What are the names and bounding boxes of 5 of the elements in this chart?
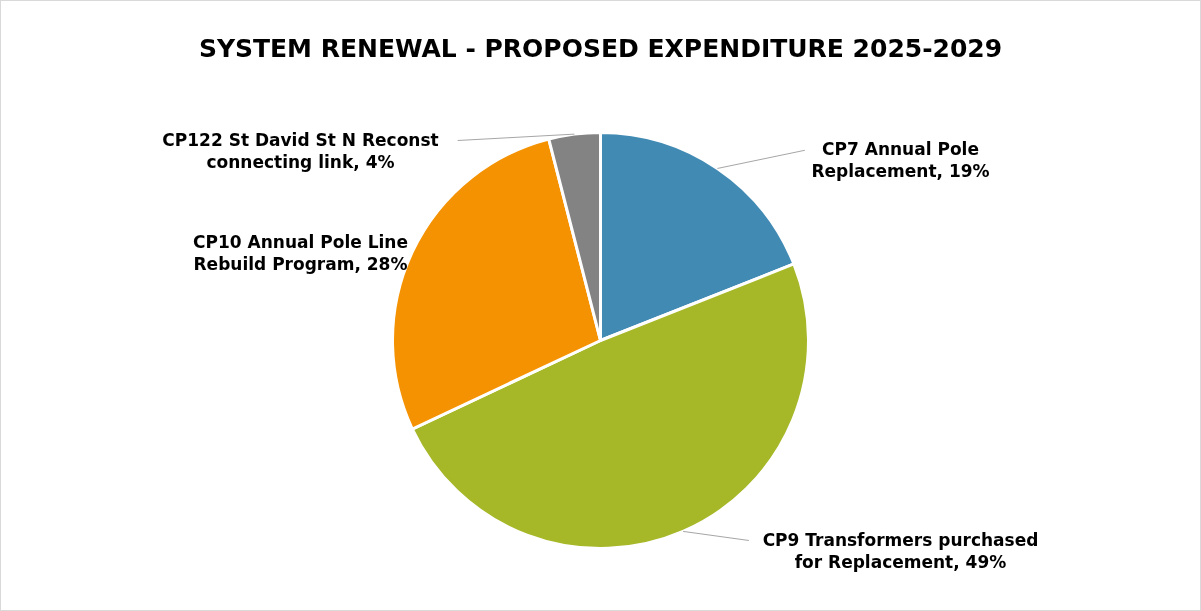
chart-title: SYSTEM RENEWAL - PROPOSED EXPENDITURE 2025-2029 [198, 34, 1003, 63]
slice-label: CP10 Annual Pole Line Rebuild Program, 28% [193, 231, 408, 274]
slice-label: CP7 Annual Pole Replacement, 19% [811, 139, 990, 182]
slice-label: CP122 St David St N Reconst connecting link, 4% [162, 129, 439, 172]
slice-label: CP9 Transformers purchased for Replacement, 49% [762, 529, 1039, 572]
